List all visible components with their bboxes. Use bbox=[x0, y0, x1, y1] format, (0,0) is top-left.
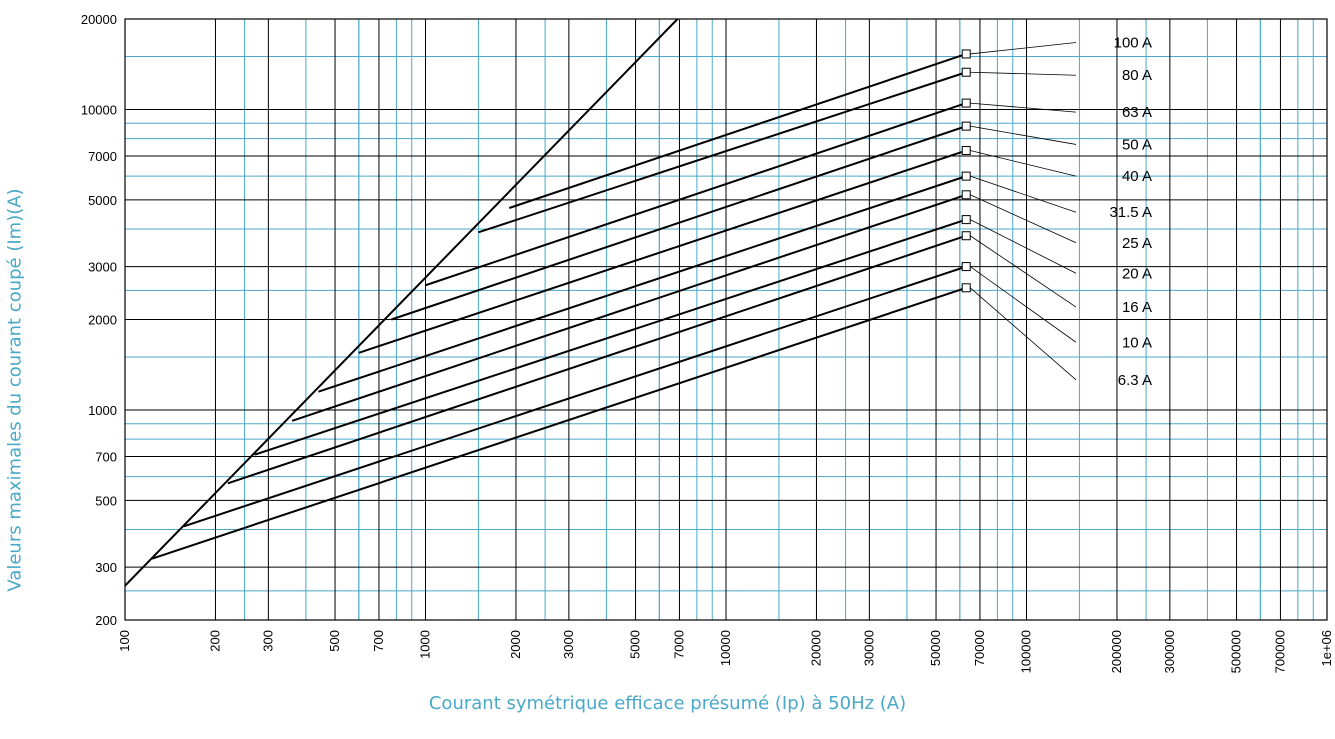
callout-leader-line bbox=[970, 194, 1077, 244]
series-line bbox=[425, 102, 967, 287]
y-tick-label: 500 bbox=[95, 493, 117, 508]
series-endpoint-marker bbox=[961, 98, 971, 108]
series-endpoint-marker bbox=[961, 67, 971, 77]
series-label: 10 A bbox=[1122, 334, 1152, 351]
series-label: 50 A bbox=[1122, 136, 1152, 153]
y-tick-label: 2000 bbox=[88, 313, 117, 328]
series-label: 100 A bbox=[1114, 35, 1152, 52]
y-tick-label: 3000 bbox=[88, 260, 117, 275]
callout-leader-line bbox=[970, 219, 1077, 274]
series-line bbox=[478, 71, 967, 234]
y-tick-label: 5000 bbox=[88, 193, 117, 208]
series-endpoint-marker bbox=[961, 283, 971, 293]
series-label: 80 A bbox=[1122, 67, 1152, 84]
series-label: 16 A bbox=[1122, 299, 1152, 316]
series-label: 25 A bbox=[1122, 235, 1152, 252]
series-line bbox=[183, 265, 967, 528]
x-tick-label: 2000 bbox=[508, 630, 523, 659]
y-axis-title: Valeurs maximales du courant coupé (Im)(… bbox=[4, 188, 26, 592]
x-tick-label: 200 bbox=[207, 630, 222, 652]
series-endpoint-marker bbox=[961, 190, 971, 200]
x-axis-title: Courant symétrique efficace présumé (Ip)… bbox=[428, 693, 907, 714]
x-tick-label: 300000 bbox=[1162, 630, 1177, 673]
x-tick-label: 100000 bbox=[1019, 630, 1034, 673]
series-label: 40 A bbox=[1122, 168, 1152, 185]
y-axis-tick-labels: 200 300 500 700 1000 2000 3000 5000 7000 10000 200… bbox=[81, 12, 117, 628]
y-tick-label: 300 bbox=[95, 560, 117, 575]
plot-area-frame bbox=[124, 18, 1328, 621]
callout-leader-line bbox=[970, 102, 1077, 113]
x-tick-label: 700 bbox=[371, 630, 386, 652]
series-line bbox=[318, 175, 967, 393]
series-callouts: 100 A 80 A 63 A 50 A 40 A 31.5 A 25 A 20 A 16 A 1… bbox=[969, 35, 1152, 389]
callout-leader-line bbox=[969, 266, 1077, 343]
y-tick-label: 200 bbox=[95, 613, 117, 628]
series-endpoint-marker bbox=[961, 215, 971, 225]
x-tick-label: 50000 bbox=[928, 630, 943, 666]
series-line bbox=[151, 286, 967, 560]
callout-leader-line bbox=[970, 175, 1077, 213]
y-tick-label: 1000 bbox=[88, 403, 117, 418]
series-line bbox=[254, 218, 967, 456]
series-endpoint-marker bbox=[961, 146, 971, 156]
x-tick-label: 100 bbox=[117, 630, 132, 652]
series-lines bbox=[124, 18, 971, 587]
callout-leader-line bbox=[969, 235, 1077, 308]
series-endpoint-marker bbox=[961, 121, 971, 131]
x-tick-label: 10000 bbox=[718, 630, 733, 666]
series-endpoint-marker bbox=[961, 231, 971, 241]
y-tick-label: 7000 bbox=[88, 149, 117, 164]
x-tick-label: 1000 bbox=[418, 630, 433, 659]
y-tick-label: 20000 bbox=[81, 12, 117, 27]
y-tick-label: 700 bbox=[95, 450, 117, 465]
series-label: 6.3 A bbox=[1118, 372, 1152, 389]
series-line bbox=[391, 125, 967, 321]
series-endpoint-marker bbox=[961, 171, 971, 181]
callout-leader-line bbox=[970, 125, 1077, 145]
x-tick-label: 500000 bbox=[1229, 630, 1244, 673]
x-tick-label: 5000 bbox=[628, 630, 643, 659]
x-tick-label: 20000 bbox=[808, 630, 823, 666]
x-tick-label: 30000 bbox=[861, 630, 876, 666]
series-line bbox=[227, 234, 967, 485]
series-line bbox=[508, 53, 967, 209]
series-endpoint-marker bbox=[961, 49, 971, 59]
callout-leader-line bbox=[970, 150, 1077, 177]
x-tick-label: 700000 bbox=[1272, 630, 1287, 673]
x-tick-label: 1e+06 bbox=[1319, 630, 1334, 667]
x-tick-label: 7000 bbox=[671, 630, 686, 659]
series-label: 31.5 A bbox=[1109, 204, 1152, 221]
x-tick-label: 300 bbox=[260, 630, 275, 652]
envelope-line bbox=[124, 18, 679, 587]
callout-leader-line bbox=[970, 71, 1077, 76]
series-label: 20 A bbox=[1122, 265, 1152, 282]
x-tick-label: 500 bbox=[327, 630, 342, 652]
series-line bbox=[291, 193, 967, 422]
series-line bbox=[358, 149, 967, 354]
x-tick-label: 3000 bbox=[561, 630, 576, 659]
series-label: 63 A bbox=[1122, 104, 1152, 121]
series-endpoint-marker bbox=[961, 262, 971, 272]
x-tick-label: 200000 bbox=[1109, 630, 1124, 673]
y-tick-label: 10000 bbox=[81, 102, 117, 117]
x-tick-label: 70000 bbox=[972, 630, 987, 666]
callout-leader-line bbox=[969, 287, 1077, 381]
x-axis-tick-labels: 100 200 300 500 700 1000 2000 3000 5000 7000 10000… bbox=[117, 630, 1334, 673]
callout-leader-line bbox=[970, 42, 1077, 55]
